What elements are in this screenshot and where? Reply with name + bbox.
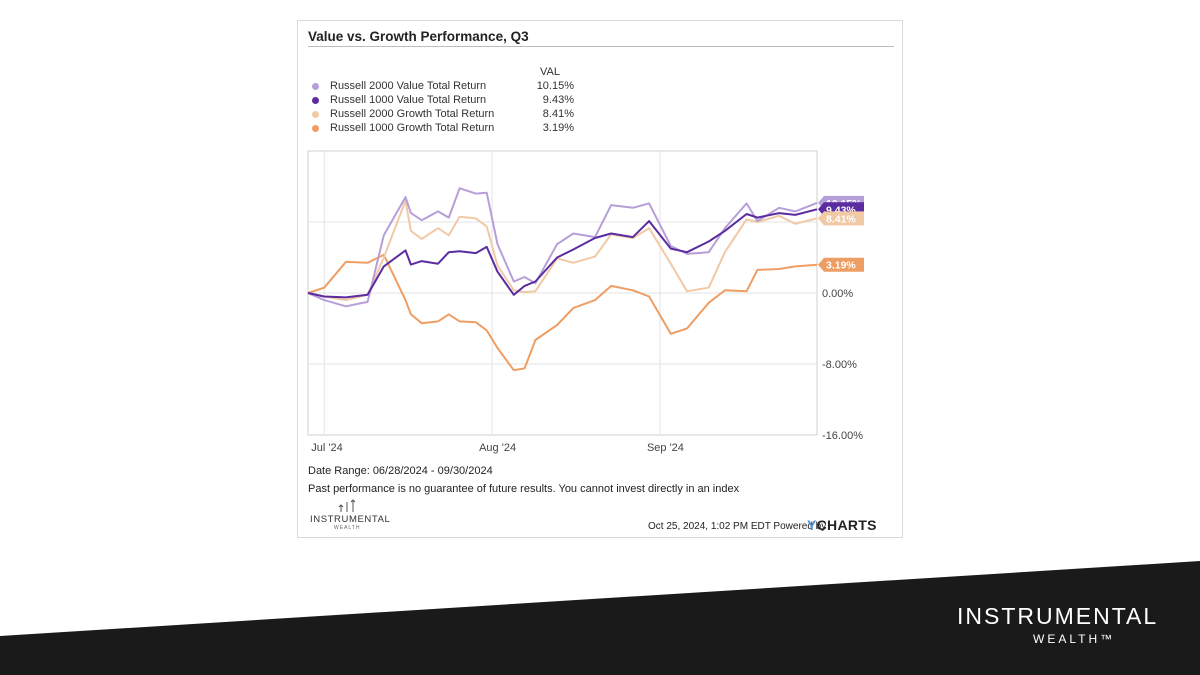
tuning-icon — [338, 499, 356, 512]
end-label-tag — [818, 257, 864, 272]
instrumental-wealth-logo-small: INSTRUMENTAL WEALTH — [308, 499, 391, 533]
y-tick-label: -16.00% — [822, 430, 863, 442]
x-tick-label: Aug '24 — [479, 442, 516, 454]
legend-label: Russell 1000 Growth Total Return — [330, 122, 495, 134]
series-line — [307, 253, 818, 372]
legend-value: 10.15% — [536, 80, 574, 92]
legend-value: 3.19% — [542, 122, 574, 134]
date-range: Date Range: 06/28/2024 - 09/30/2024 — [308, 465, 493, 477]
ycharts-logo[interactable]: YCHARTS — [807, 517, 877, 533]
end-label-tag — [818, 211, 864, 226]
brand-wordmark: INSTRUMENTAL — [957, 603, 1159, 629]
y-tick-label: -8.00% — [822, 359, 857, 371]
legend-dot — [312, 83, 319, 90]
brand-subtitle: WEALTH™ — [1033, 632, 1116, 646]
legend-dot — [312, 125, 319, 132]
end-value-label: 3.19% — [818, 257, 864, 272]
ycharts-y: Y — [807, 517, 817, 533]
series-line — [307, 208, 818, 299]
title-divider — [308, 46, 894, 47]
timestamp: Oct 25, 2024, 1:02 PM EDT Powered by — [648, 521, 827, 532]
end-label-text: 3.19% — [826, 260, 856, 272]
x-tick-label: Sep '24 — [647, 442, 684, 454]
legend-label: Russell 1000 Value Total Return — [330, 94, 487, 106]
legend-value: 9.43% — [542, 94, 574, 106]
series-line — [307, 199, 818, 302]
legend-dot — [312, 97, 319, 104]
chart-title: Value vs. Growth Performance, Q3 — [308, 29, 529, 44]
end-value-label: 8.41% — [818, 211, 864, 226]
end-label-text: 8.41% — [826, 213, 856, 225]
y-tick-label: 0.00% — [822, 288, 853, 300]
logo-sub: WEALTH — [334, 525, 361, 531]
x-tick-label: Jul '24 — [311, 442, 342, 454]
legend-header: VAL — [540, 66, 560, 78]
chart-card: Value vs. Growth Performance, Q3 VAL Rus… — [297, 20, 903, 538]
legend-label: Russell 2000 Growth Total Return — [330, 108, 495, 120]
disclaimer: Past performance is no guarantee of futu… — [308, 483, 740, 495]
legend-value: 8.41% — [542, 108, 574, 120]
logo-word: INSTRUMENTAL — [310, 514, 391, 525]
legend-dot — [312, 111, 319, 118]
ycharts-wordmark: CHARTS — [816, 517, 877, 533]
legend-label: Russell 2000 Value Total Return — [330, 80, 487, 92]
